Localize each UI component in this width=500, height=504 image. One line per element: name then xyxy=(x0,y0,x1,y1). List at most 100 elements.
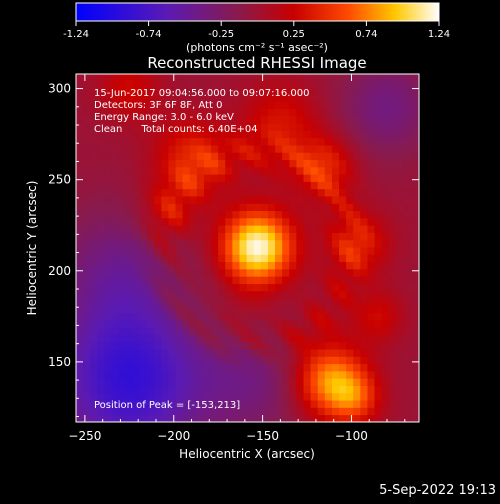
heatmap-cell xyxy=(196,341,205,350)
heatmap-cell xyxy=(374,196,383,204)
heatmap-cell xyxy=(331,385,340,394)
heatmap-cell xyxy=(417,370,420,379)
heatmap-cell xyxy=(161,298,169,306)
heatmap-cell xyxy=(182,283,191,292)
heatmap-cell xyxy=(388,86,397,95)
heatmap-cell xyxy=(317,378,326,386)
heatmap-cell xyxy=(289,203,297,212)
heatmap-cell xyxy=(83,334,91,343)
heatmap-cell xyxy=(289,181,297,190)
heatmap-cell xyxy=(203,414,212,423)
heatmap-cell xyxy=(381,254,390,263)
heatmap-cell xyxy=(104,247,112,255)
heatmap-cell xyxy=(83,400,91,408)
heatmap-cell xyxy=(381,181,390,190)
heatmap-cell xyxy=(275,283,283,292)
heatmap-cell xyxy=(303,203,311,212)
heatmap-cell xyxy=(403,181,411,190)
heatmap-cell xyxy=(317,203,326,212)
heatmap-cell xyxy=(118,254,127,263)
heatmap-cell xyxy=(118,115,127,124)
heatmap-cell xyxy=(154,305,162,314)
heatmap-cell xyxy=(175,407,184,416)
heatmap-cell xyxy=(147,181,155,190)
heatmap-cell xyxy=(296,115,304,124)
heatmap-cell xyxy=(147,319,155,328)
heatmap-cell xyxy=(139,400,148,408)
heatmap-cell xyxy=(353,115,361,124)
heatmap-cell xyxy=(125,115,134,124)
heatmap-cell xyxy=(211,181,219,190)
heatmap-cell xyxy=(253,115,262,124)
heatmap-cell xyxy=(189,232,198,241)
heatmap-cell xyxy=(275,86,283,95)
heatmap-cell xyxy=(296,203,304,212)
heatmap-cell xyxy=(353,378,361,386)
heatmap-cell xyxy=(118,341,127,350)
heatmap-cell xyxy=(331,356,340,365)
heatmap-cell xyxy=(232,247,240,255)
heatmap-cell xyxy=(303,196,311,204)
heatmap-cell xyxy=(132,341,141,350)
heatmap-cell xyxy=(324,196,333,204)
heatmap-cell xyxy=(104,137,112,146)
heatmap-cell xyxy=(203,254,212,263)
heatmap-cell xyxy=(346,152,354,161)
heatmap-cell xyxy=(104,290,112,299)
heatmap-cell xyxy=(267,392,276,401)
heatmap-cell xyxy=(90,130,98,139)
heatmap-cell xyxy=(395,210,404,219)
heatmap-cell xyxy=(239,349,248,357)
heatmap-cell xyxy=(239,74,248,80)
heatmap-cell xyxy=(296,392,304,401)
heatmap-cell xyxy=(196,115,205,124)
heatmap-cell xyxy=(111,79,120,88)
heatmap-cell xyxy=(253,356,262,365)
heatmap-cell xyxy=(367,247,375,255)
heatmap-cell xyxy=(111,203,120,212)
heatmap-cell xyxy=(253,349,262,357)
heatmap-cell xyxy=(132,290,141,299)
heatmap-cell xyxy=(275,174,283,182)
heatmap-cell xyxy=(374,298,383,306)
heatmap-cell xyxy=(132,370,141,379)
heatmap-cell xyxy=(218,210,226,219)
heatmap-cell xyxy=(403,268,411,277)
heatmap-cell xyxy=(218,101,226,110)
heatmap-cell xyxy=(104,305,112,314)
heatmap-cell xyxy=(260,225,269,233)
heatmap-cell xyxy=(203,94,212,102)
heatmap-cell xyxy=(161,312,169,321)
heatmap-cell xyxy=(275,392,283,401)
heatmap-cell xyxy=(317,319,326,328)
heatmap-cell xyxy=(97,86,105,95)
heatmap-cell xyxy=(97,400,105,408)
heatmap-cell xyxy=(339,283,347,292)
heatmap-cell xyxy=(317,407,326,416)
heatmap-cell xyxy=(260,79,269,88)
heatmap-cell xyxy=(161,181,169,190)
heatmap-cell xyxy=(104,370,112,379)
heatmap-cell xyxy=(147,378,155,386)
heatmap-cell xyxy=(381,101,390,110)
heatmap-cell xyxy=(296,312,304,321)
heatmap-cell xyxy=(97,79,105,88)
heatmap-cell xyxy=(253,137,262,146)
heatmap-cell xyxy=(232,312,240,321)
heatmap-cell xyxy=(139,305,148,314)
heatmap-cell xyxy=(132,261,141,270)
heatmap-cell xyxy=(218,378,226,386)
heatmap-cell xyxy=(346,203,354,212)
heatmap-cell xyxy=(232,203,240,212)
heatmap-cell xyxy=(374,101,383,110)
heatmap-cell xyxy=(417,363,420,372)
heatmap-cell xyxy=(317,298,326,306)
heatmap-cell xyxy=(175,363,184,372)
heatmap-cell xyxy=(218,94,226,102)
heatmap-cell xyxy=(225,276,233,284)
heatmap-cell xyxy=(139,356,148,365)
heatmap-cell xyxy=(83,268,91,277)
heatmap-cell xyxy=(189,166,198,175)
heatmap-cell xyxy=(317,349,326,357)
heatmap-cell xyxy=(147,290,155,299)
